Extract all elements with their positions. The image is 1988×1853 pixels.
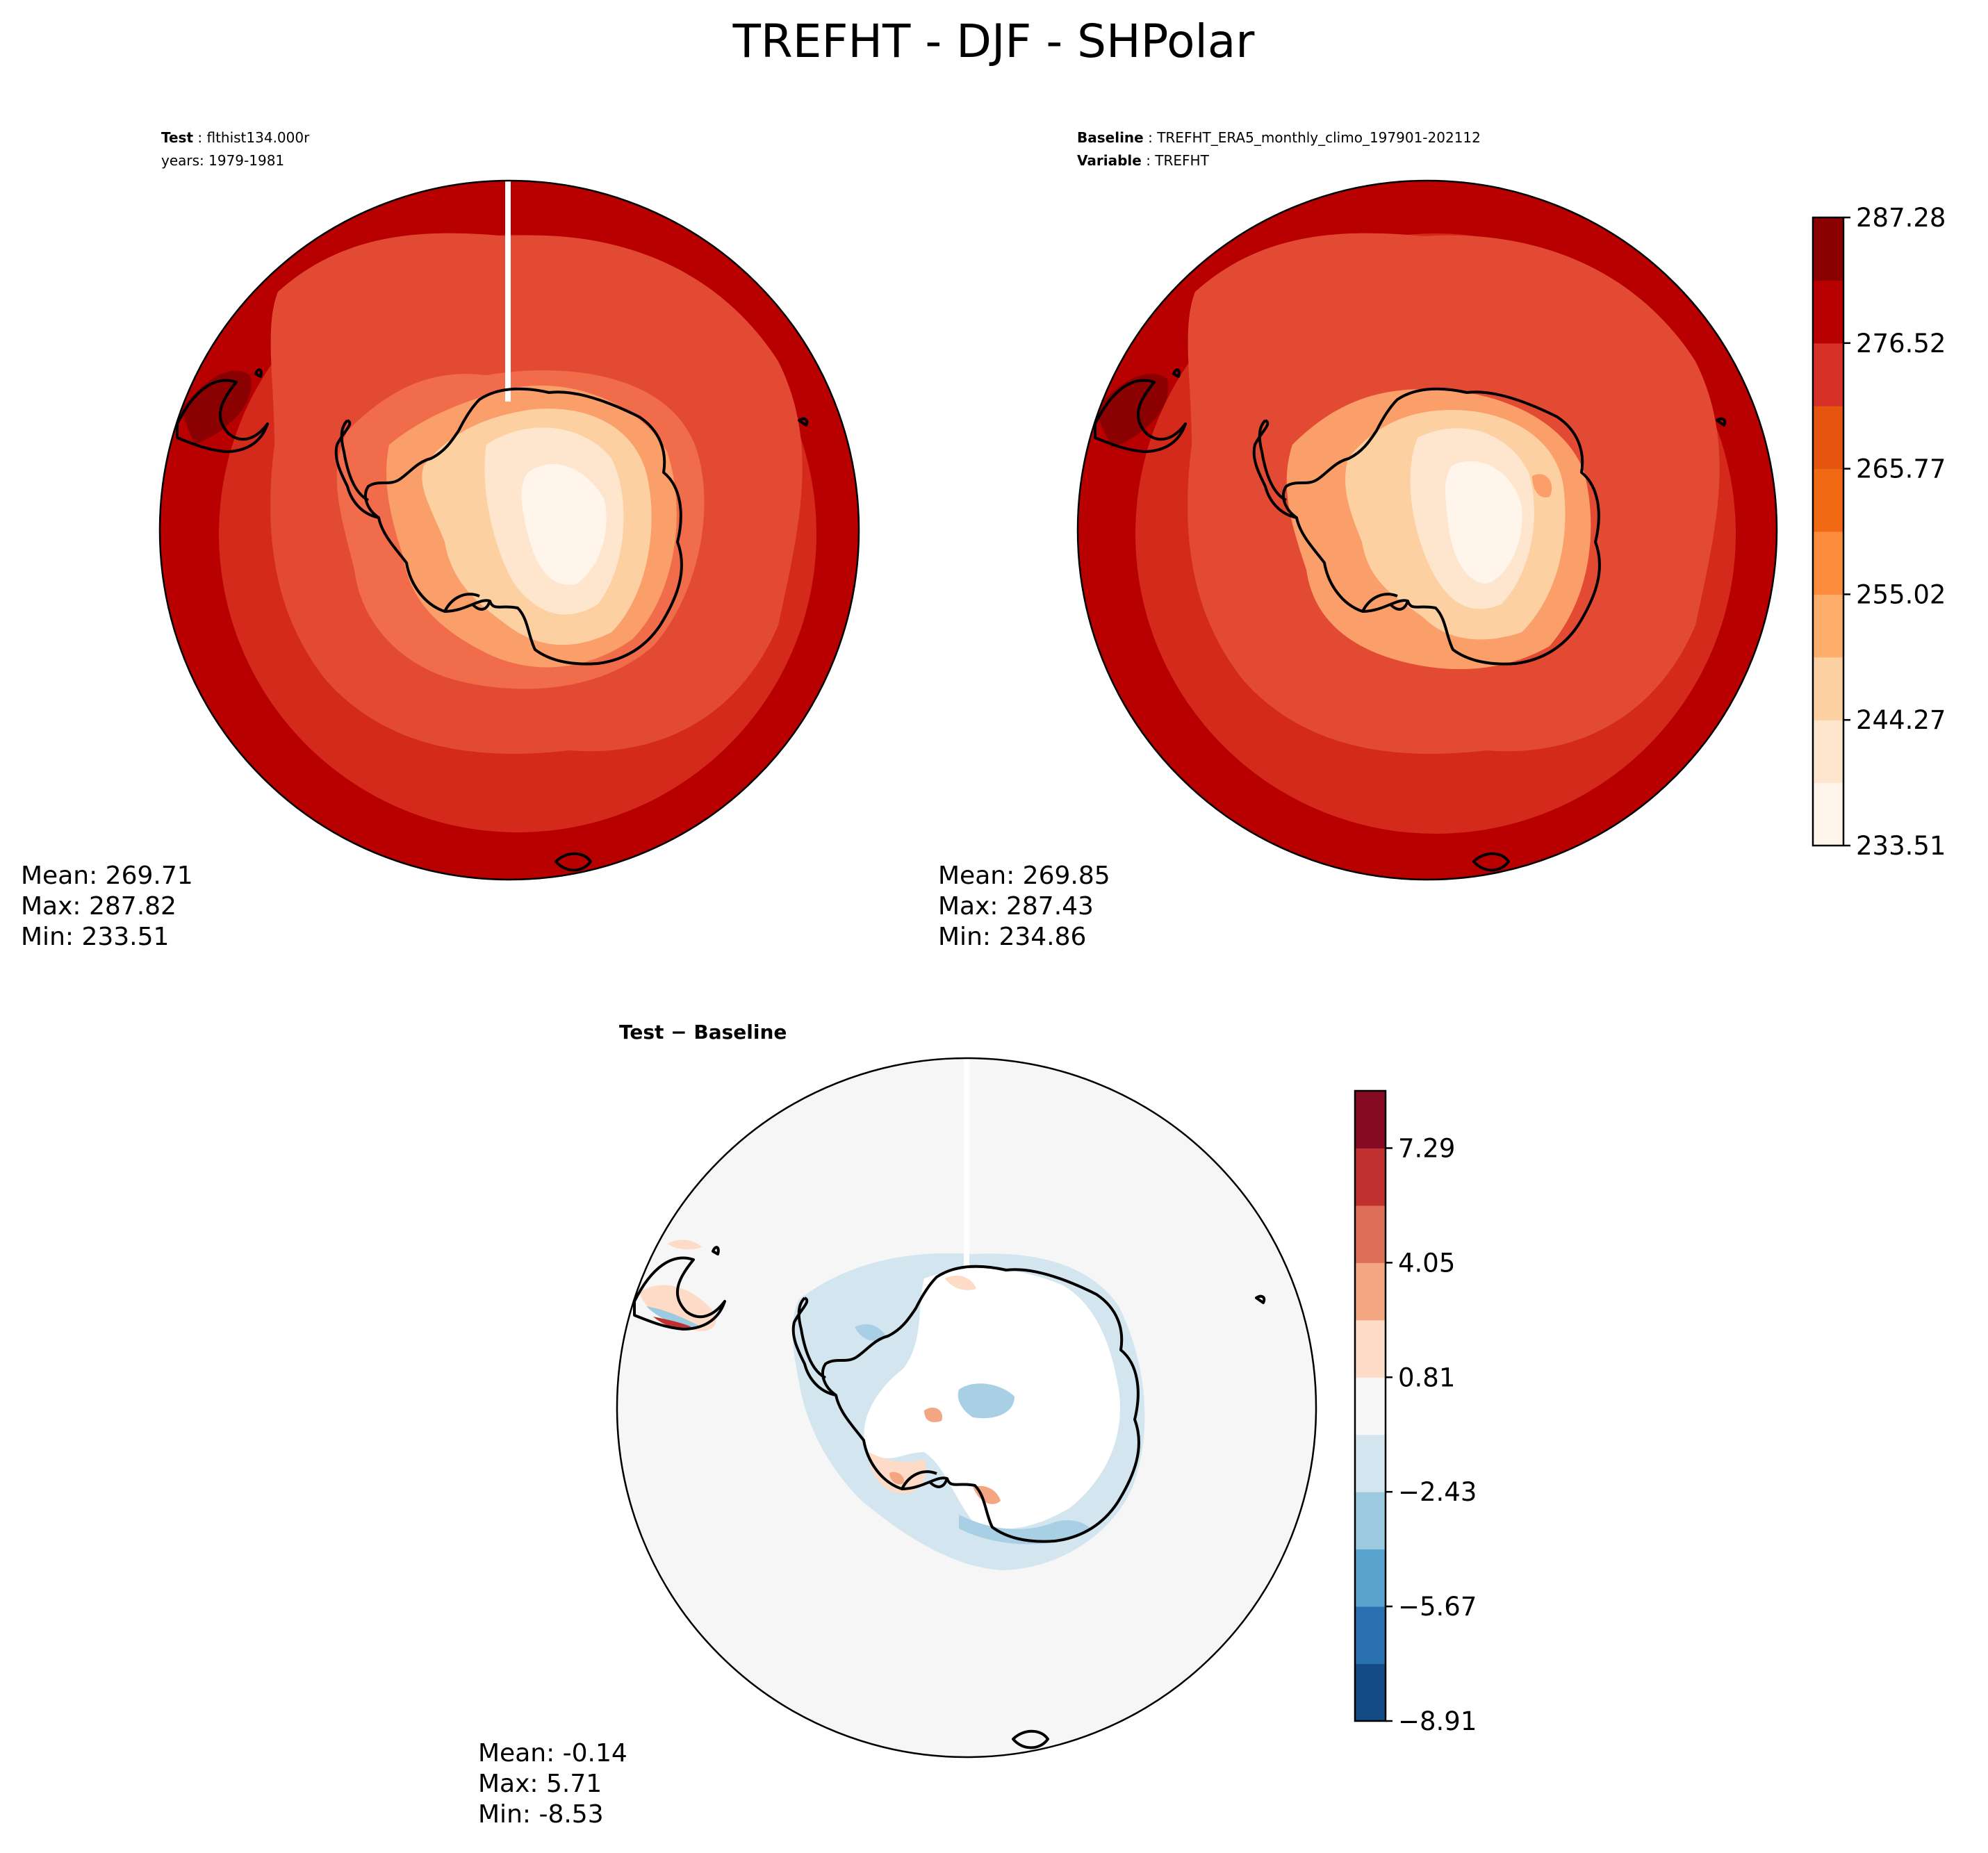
difference-colorbar-swatch	[1355, 1205, 1386, 1263]
test-stat-mean: Mean: 269.71	[21, 862, 193, 890]
difference-colorbar-tick-label: 0.81	[1398, 1362, 1455, 1392]
baseline-panel: Baseline : TREFHT_ERA5_monthly_climo_197…	[938, 129, 1778, 951]
difference-colorbar-swatch	[1355, 1606, 1386, 1665]
baseline-subtitle-value: TREFHT	[1154, 152, 1209, 169]
temperature-colorbar-frame	[1812, 216, 1845, 847]
difference-colorbar-swatch	[1355, 1663, 1386, 1722]
temperature-colorbar-tick-label: 244.27	[1856, 705, 1946, 735]
baseline-stat-max: Max: 287.43	[938, 892, 1094, 921]
test-title-value: flthist134.000r	[206, 129, 310, 146]
difference-colorbar-tick-label: −2.43	[1398, 1477, 1477, 1507]
difference-colorbar-tick-label: 4.05	[1398, 1248, 1455, 1278]
temperature-colorbar-swatch	[1813, 782, 1843, 846]
baseline-title: Baseline : TREFHT_ERA5_monthly_climo_197…	[1077, 129, 1481, 146]
baseline-subtitle-label: Variable	[1077, 152, 1142, 169]
test-title-label: Test	[161, 129, 193, 146]
temperature-colorbar-swatch	[1813, 594, 1843, 658]
temperature-colorbar-swatch	[1813, 406, 1843, 470]
test-map	[160, 181, 859, 880]
temperature-colorbar-tick-label: 233.51	[1856, 831, 1946, 861]
difference-colorbar: −8.91 −5.67 −2.43 0.81 4.05 7.29	[1354, 1089, 1477, 1736]
baseline-map	[1078, 181, 1777, 880]
temperature-colorbar-tick-label: 265.77	[1856, 454, 1946, 484]
difference-colorbar-swatch	[1355, 1262, 1386, 1321]
baseline-stat-min: Min: 234.86	[938, 923, 1086, 951]
baseline-title-label: Baseline	[1077, 129, 1144, 146]
diff-title: Test − Baseline	[619, 1021, 787, 1044]
baseline-subtitle: Variable : TREFHT	[1077, 152, 1210, 169]
temperature-colorbar-swatch	[1813, 217, 1843, 281]
baseline-title-value: TREFHT_ERA5_monthly_climo_197901-202112	[1156, 129, 1481, 146]
test-panel: Test : flthist134.000r years: 1979-1981	[21, 129, 860, 951]
diff-stat-max: Max: 5.71	[478, 1770, 602, 1798]
baseline-coastlines	[1094, 368, 1727, 872]
temperature-colorbar-tick-label: 276.52	[1856, 329, 1946, 359]
test-subtitle: years: 1979-1981	[161, 152, 284, 169]
diff-stat-min: Min: -8.53	[478, 1800, 604, 1829]
difference-colorbar-swatch	[1355, 1377, 1386, 1435]
difference-colorbar-frame	[1354, 1089, 1387, 1722]
diff-map	[617, 1058, 1316, 1757]
temperature-colorbar-tick-label: 287.28	[1856, 203, 1946, 233]
temperature-colorbar-tick-label: 255.02	[1856, 579, 1946, 609]
difference-colorbar-tick-label: −8.91	[1398, 1706, 1477, 1736]
difference-colorbar-tick-label: −5.67	[1398, 1592, 1477, 1622]
temperature-colorbar-swatch	[1813, 468, 1843, 532]
baseline-stat-mean: Mean: 269.85	[938, 862, 1110, 890]
test-stat-min: Min: 233.51	[21, 923, 169, 951]
difference-colorbar-swatch	[1355, 1091, 1386, 1148]
test-coastlines	[176, 368, 809, 872]
diff-panel: Test − Baseline	[478, 1021, 1317, 1829]
test-stat-max: Max: 287.82	[21, 892, 176, 921]
difference-colorbar-swatch	[1355, 1549, 1386, 1607]
temperature-colorbar-swatch	[1813, 720, 1843, 784]
temperature-colorbar-swatch	[1813, 532, 1843, 595]
difference-colorbar-swatch	[1355, 1434, 1386, 1492]
difference-colorbar-tick-label: 7.29	[1398, 1133, 1455, 1163]
diff-stat-mean: Mean: -0.14	[478, 1739, 627, 1768]
figure-title: TREFHT - DJF - SHPolar	[732, 15, 1256, 68]
test-title: Test : flthist134.000r	[161, 129, 310, 146]
temperature-colorbar-swatch	[1813, 657, 1843, 720]
difference-colorbar-swatch	[1355, 1492, 1386, 1550]
difference-colorbar-swatch	[1355, 1148, 1386, 1206]
difference-colorbar-swatch	[1355, 1319, 1386, 1378]
temperature-colorbar-swatch	[1813, 280, 1843, 344]
diff-coastlines	[633, 1246, 1266, 1749]
temperature-colorbar-swatch	[1813, 343, 1843, 406]
temperature-colorbar: 233.51 244.27 255.02 265.77 276.52 287.28	[1812, 203, 1946, 861]
